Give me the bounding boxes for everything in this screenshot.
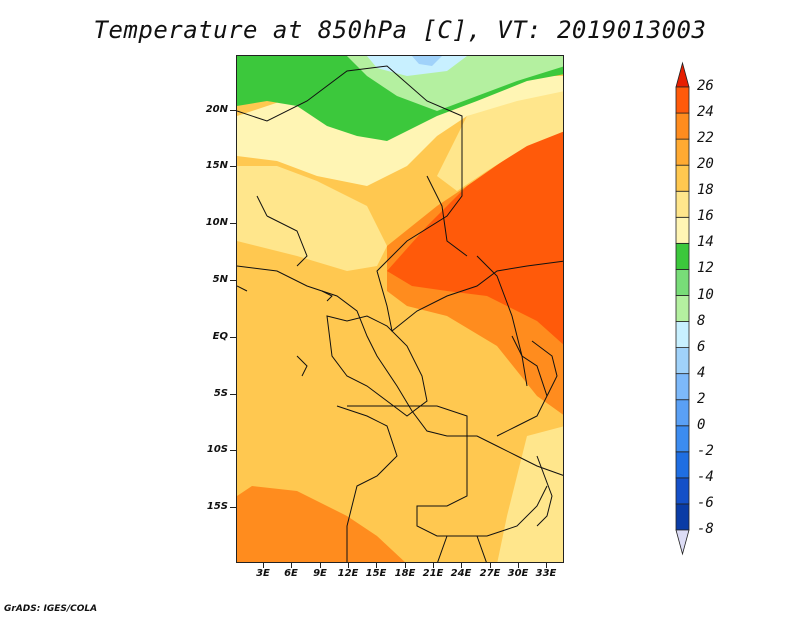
lon-label: 27E (479, 568, 501, 579)
colorbar-box (675, 190, 690, 218)
lat-label: 20N (205, 104, 228, 115)
colorbar-label: -2 (697, 442, 714, 459)
lat-tick (230, 110, 236, 111)
country-borders (237, 65, 563, 562)
lat-label: 5N (212, 274, 228, 285)
lon-tick (320, 563, 321, 568)
lat-label: 15S (206, 501, 228, 512)
lat-tick (230, 450, 236, 451)
colorbar-box (675, 112, 690, 140)
lon-label: 3E (256, 568, 270, 579)
colorbar-box (675, 164, 690, 192)
colorbar-label: 4 (697, 364, 706, 381)
lon-label: 6E (284, 568, 298, 579)
colorbar-label: 10 (697, 286, 714, 303)
colorbar-box (675, 373, 690, 401)
colorbar-label: 24 (697, 104, 714, 121)
colorbar-box (675, 347, 690, 375)
lat-tick (230, 166, 236, 167)
lat-label: EQ (212, 331, 228, 342)
temp-band-18-20-ne (437, 86, 563, 191)
lon-label: 9E (313, 568, 327, 579)
colorbar-label: 6 (697, 338, 706, 355)
lon-tick (433, 563, 434, 568)
colorbar-box (675, 269, 690, 296)
colorbar-bottom-arrow (675, 529, 690, 556)
colorbar-box (675, 503, 690, 531)
lon-label: 18E (394, 568, 416, 579)
colorbar-box (675, 86, 690, 114)
lon-tick (348, 563, 349, 568)
colorbar-label: 26 (697, 78, 714, 94)
lon-tick (291, 563, 292, 568)
colorbar-label: 14 (697, 234, 714, 251)
colorbar-label: -8 (697, 521, 714, 537)
colorbar-label: 20 (697, 156, 714, 173)
colorbar-box (675, 295, 690, 322)
lat-tick (230, 223, 236, 224)
colorbar-box (675, 321, 690, 348)
lon-label: 21E (422, 568, 444, 579)
lon-tick (376, 563, 377, 568)
temp-band-18-20-nw (237, 166, 387, 271)
lon-label: 12E (337, 568, 359, 579)
lon-label: 30E (507, 568, 529, 579)
lon-label: 15E (365, 568, 387, 579)
colorbar-label: 2 (697, 390, 706, 407)
lon-tick (518, 563, 519, 568)
colorbar-box (675, 242, 690, 270)
lon-tick (490, 563, 491, 568)
map-title: Temperature at 850hPa [C], VT: 201901300… (93, 16, 707, 44)
colorbar-label: 22 (697, 130, 714, 147)
colorbar-box (675, 216, 690, 244)
colorbar-boxes (675, 61, 690, 556)
credit-text: GrADS: IGES/COLA (4, 604, 98, 614)
colorbar-label: 16 (697, 208, 714, 225)
lon-tick (263, 563, 264, 568)
lat-label: 5S (213, 388, 228, 399)
colorbar-box (675, 138, 690, 166)
temperature-map (236, 55, 564, 563)
colorbar-box (675, 399, 690, 427)
colorbar-label: 0 (697, 416, 706, 433)
colorbar-box (675, 477, 690, 505)
temp-band-18-20-se (497, 426, 563, 562)
colorbar-label: -6 (697, 494, 714, 511)
colorbar-top-arrow (675, 61, 690, 88)
lon-label: 24E (450, 568, 472, 579)
colorbar-label: 8 (697, 312, 706, 329)
lat-tick (230, 280, 236, 281)
colorbar-label: 12 (697, 260, 714, 277)
lon-tick (546, 563, 547, 568)
temp-band-24-26-ne (387, 127, 563, 345)
lat-label: 10N (205, 217, 228, 228)
colorbar-box (675, 425, 690, 453)
temp-band-6-8 (412, 56, 442, 66)
lon-tick (405, 563, 406, 568)
colorbar-label: 18 (697, 182, 714, 199)
lon-label: 33E (535, 568, 557, 579)
lon-tick (461, 563, 462, 568)
colorbar-label: -4 (697, 468, 714, 485)
colorbar-box (675, 451, 690, 479)
lat-label: 15N (205, 160, 228, 171)
lat-tick (230, 394, 236, 395)
temp-band-22-24-sw (237, 486, 405, 562)
lat-label: 10S (206, 444, 228, 455)
lat-tick (230, 337, 236, 338)
lat-tick (230, 507, 236, 508)
